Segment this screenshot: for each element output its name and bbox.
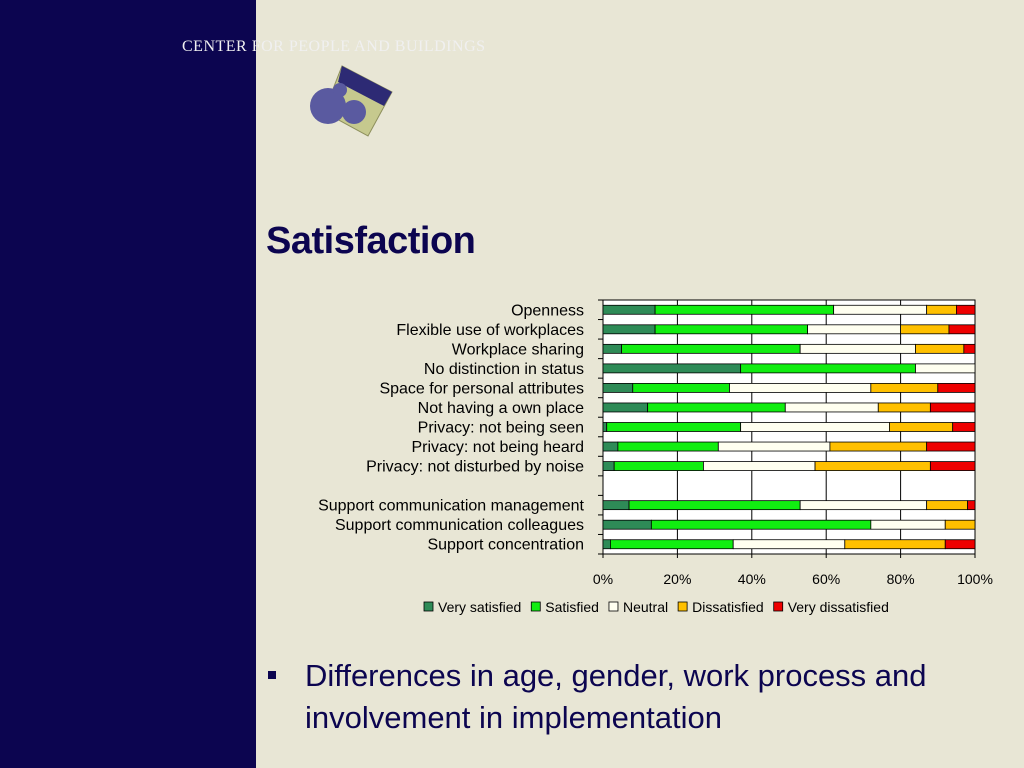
bar-segment xyxy=(740,422,890,432)
bar-segment xyxy=(967,500,976,511)
organization-logo xyxy=(310,65,393,137)
bar-segment xyxy=(929,461,976,471)
bar-segment xyxy=(602,383,634,393)
bullet-item: Differences in age, gender, work process… xyxy=(305,658,927,735)
bar-segment xyxy=(732,539,846,550)
bar-segment xyxy=(929,402,976,413)
bar-segment xyxy=(740,363,916,374)
slide-title: Satisfaction xyxy=(266,220,476,262)
category-label: Privacy: not disturbed by noise xyxy=(366,459,584,476)
category-label: Not having a own place xyxy=(418,400,584,417)
bar-segment xyxy=(926,500,968,511)
bar-segment xyxy=(956,304,976,315)
bar-segment xyxy=(602,519,652,530)
bar-segment xyxy=(807,324,901,335)
category-label: Workplace sharing xyxy=(452,341,584,358)
category-label: Support concentration xyxy=(427,537,584,554)
bar-segment xyxy=(784,402,879,413)
legend-swatch xyxy=(423,601,434,612)
bar-segment xyxy=(844,539,946,550)
legend-label: Very satisfied xyxy=(438,599,521,615)
bar-segment xyxy=(729,383,872,393)
bar-segment xyxy=(602,461,615,471)
bar-segment xyxy=(602,324,656,335)
category-label: Privacy: not being seen xyxy=(418,420,584,437)
sidebar-panel xyxy=(0,0,256,768)
bar-segment xyxy=(610,539,734,550)
legend-label: Satisfied xyxy=(545,599,599,615)
bar-segment xyxy=(654,304,835,315)
bar-segment xyxy=(617,441,719,452)
bar-segment xyxy=(915,363,976,374)
bar-segment xyxy=(602,539,611,550)
category-label: Space for personal attributes xyxy=(379,380,584,397)
bar-segment xyxy=(799,500,928,511)
bar-segment xyxy=(621,343,801,354)
bar-segment xyxy=(703,461,816,471)
bar-segment xyxy=(654,324,809,335)
bar-segment xyxy=(606,422,742,432)
category-label: No distinction in status xyxy=(424,361,584,378)
legend-label: Neutral xyxy=(623,599,668,615)
bar-segment xyxy=(948,324,976,335)
category-label: Openness xyxy=(511,302,584,319)
x-tick-label: 100% xyxy=(957,571,993,587)
bar-segment xyxy=(647,402,786,413)
stacked-bar-chart: 0% 20% 40% 60% 80% 100% Openness Flexible use o… xyxy=(318,299,993,615)
bar-segment xyxy=(926,304,957,315)
bar-segment xyxy=(963,343,976,354)
bullet-marker xyxy=(268,671,276,679)
bar-segment xyxy=(900,324,950,335)
legend-swatch xyxy=(677,601,688,612)
bar-segment xyxy=(650,519,872,530)
bar-segment xyxy=(628,500,801,511)
x-tick-label: 40% xyxy=(738,571,766,587)
bar-segment xyxy=(602,402,649,413)
bar-segment xyxy=(829,441,928,452)
x-tick-label: 80% xyxy=(887,571,915,587)
bar-segment xyxy=(602,343,623,354)
bar-segment xyxy=(602,363,742,374)
bar-segment xyxy=(632,383,730,393)
bar-segment xyxy=(915,343,965,354)
category-label: Support communication colleagues xyxy=(335,517,584,534)
legend-swatch xyxy=(530,601,541,612)
category-label: Flexible use of workplaces xyxy=(396,322,584,339)
bar-segment xyxy=(602,441,619,452)
bar-segment xyxy=(870,519,946,530)
bar-segment xyxy=(937,383,976,393)
bar-segment xyxy=(717,441,831,452)
bar-segment xyxy=(889,422,954,432)
organization-name: CENTER FOR PEOPLE AND BUILDINGS xyxy=(182,38,486,55)
bar-segment xyxy=(877,402,931,413)
bar-segment xyxy=(602,422,608,432)
bar-segment xyxy=(613,461,704,471)
bar-segment xyxy=(602,500,630,511)
bar-segment xyxy=(833,304,928,315)
bar-segment xyxy=(870,383,939,393)
bar-segment xyxy=(926,441,976,452)
category-label: Privacy: not being heard xyxy=(411,439,584,456)
legend-swatch xyxy=(608,601,619,612)
bar-segment xyxy=(944,539,976,550)
bar-segment xyxy=(952,422,976,432)
legend-label: Very dissatisfied xyxy=(788,599,889,615)
bar-segment xyxy=(814,461,931,471)
bar-segment xyxy=(944,519,976,530)
legend-swatch xyxy=(773,601,784,612)
x-tick-label: 20% xyxy=(663,571,691,587)
category-label: Support communication management xyxy=(318,498,584,515)
x-tick-label: 0% xyxy=(593,571,613,587)
bar-segment xyxy=(799,343,916,354)
x-tick-label: 60% xyxy=(812,571,840,587)
bar-segment xyxy=(602,304,656,315)
legend-label: Dissatisfied xyxy=(692,599,764,615)
